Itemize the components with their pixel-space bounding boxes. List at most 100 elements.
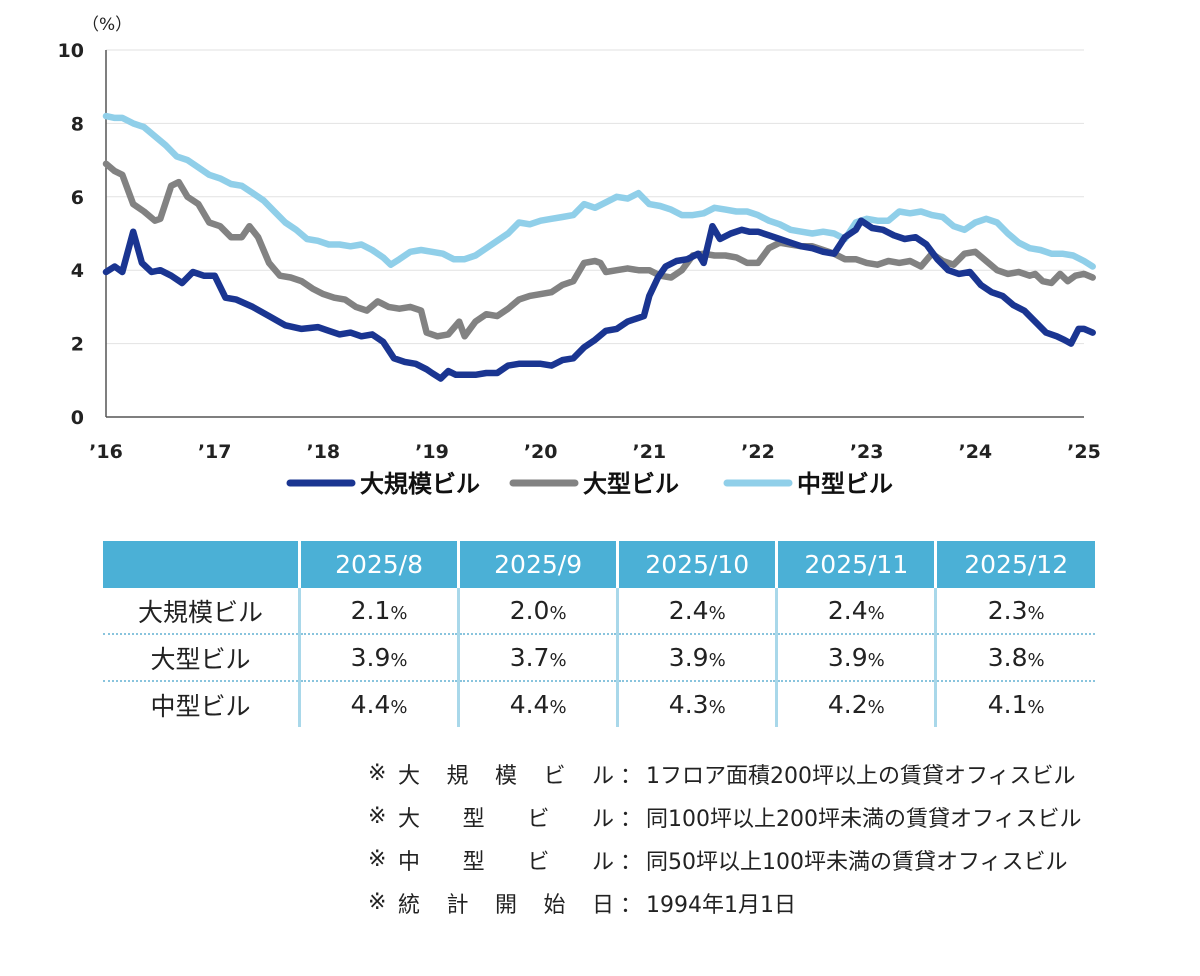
- y-tick-label-8: 8: [71, 113, 84, 135]
- table-header-month: 2025/11: [775, 541, 936, 588]
- table-cell: 4.4%: [457, 681, 618, 727]
- cell-value: 2.1: [350, 596, 391, 625]
- table-cell: 2.4%: [775, 588, 936, 635]
- footnote-row: ※ 中 型 ビ ル：同50坪以上100坪未満の賃貸オフィスビル: [368, 838, 1082, 881]
- table-cell: 2.1%: [297, 588, 459, 635]
- x-tick-label-4: ’20: [524, 441, 558, 463]
- x-tick-label-7: ’23: [850, 441, 884, 463]
- y-tick-label-10: 10: [58, 40, 84, 62]
- y-tick-label-4: 4: [71, 260, 84, 282]
- cell-value: 3.9: [350, 643, 391, 672]
- footnote-term-char: 始: [543, 892, 566, 918]
- footnote-term-char: ビ: [527, 849, 550, 875]
- cell-value: 2.4: [668, 596, 709, 625]
- table-row: 大型ビル 3.9% 3.7% 3.9% 3.9% 3.8%: [103, 634, 1095, 682]
- footnote-description: 1フロア面積200坪以上の賃貸オフィスビル: [646, 763, 1076, 789]
- table-header-month: 2025/12: [934, 541, 1095, 588]
- cell-unit: %: [549, 697, 567, 718]
- table-cell: 3.9%: [616, 634, 777, 682]
- x-tick-label-9: ’25: [1067, 441, 1101, 463]
- footnote-term-char: 模: [494, 763, 517, 789]
- cell-value: 4.3: [668, 690, 709, 719]
- table-row-label: 大規模ビル: [103, 588, 300, 635]
- y-axis-unit-label: （%）: [82, 15, 132, 35]
- footnote-description: 同100坪以上200坪未満の賃貸オフィスビル: [646, 806, 1082, 832]
- x-tick-labels: ’16 ’17 ’18 ’19 ’20 ’21 ’22 ’23 ’24 ’25: [89, 441, 1101, 463]
- table-cell: 3.7%: [457, 634, 618, 682]
- table-cell: 4.1%: [934, 681, 1095, 727]
- cell-unit: %: [867, 603, 885, 624]
- cell-value: 3.9: [827, 643, 868, 672]
- footnote-description: 同50坪以上100坪未満の賃貸オフィスビル: [646, 849, 1068, 875]
- x-tick-label-5: ’21: [632, 441, 666, 463]
- grid-lines: [106, 49, 1084, 345]
- table-cell: 3.9%: [297, 634, 459, 682]
- footnote-mark: ※: [368, 847, 387, 872]
- footnote-mark: ※: [368, 804, 387, 829]
- cell-value: 2.4: [827, 596, 868, 625]
- cell-unit: %: [867, 697, 885, 718]
- cell-unit: %: [1027, 603, 1045, 624]
- footnote-colon: ：: [620, 763, 643, 789]
- legend-label-2: 中型ビル: [797, 470, 893, 498]
- footnote-term-char: 計: [446, 892, 469, 918]
- cell-unit: %: [708, 650, 726, 671]
- cell-unit: %: [390, 603, 408, 624]
- table-cell: 4.4%: [297, 681, 459, 727]
- table-header-month: 2025/10: [616, 541, 777, 588]
- table-cell: 4.2%: [775, 681, 936, 727]
- footnote-term-char: ビ: [527, 806, 550, 832]
- footnote-description: 1994年1月1日: [646, 892, 796, 918]
- cell-value: 4.4: [350, 690, 391, 719]
- footnotes: ※ 大規模ビル： 1フロア面積200坪以上の賃貸オフィスビル ※ 大型ビル：同100坪以…: [368, 752, 1082, 924]
- cell-unit: %: [708, 603, 726, 624]
- table-header-row: 2025/8 2025/9 2025/10 2025/11 2025/12: [103, 541, 1095, 588]
- footnote-term: 大型ビル: [398, 801, 620, 833]
- cell-value: 2.0: [509, 596, 550, 625]
- footnote-term-char: 型: [462, 806, 485, 832]
- footnote-term-char: 統: [398, 892, 421, 918]
- x-tick-label-8: ’24: [958, 441, 992, 463]
- footnote-term-char: 開: [494, 892, 517, 918]
- footnote-term-char: 大: [398, 763, 421, 789]
- legend: 大規模ビル 大型ビル 中型ビル: [286, 470, 893, 498]
- footnote-mark: ※: [368, 890, 387, 915]
- series-lines: [102, 112, 1096, 382]
- cell-unit: %: [1027, 697, 1045, 718]
- footnote-term-char: ル: [591, 849, 614, 875]
- line-chart: 0 2 4 6 8 10 ’16 ’17 ’18 ’19 ’20 ’21 ’22 ’23 ’24 ’25 （…: [58, 15, 1101, 498]
- table-cell: 4.3%: [616, 681, 777, 727]
- x-tick-label-0: ’16: [89, 441, 123, 463]
- table-body: 大規模ビル 2.1% 2.0% 2.4% 2.4% 2.3% 大型ビル 3.9% 3.7% 3.9…: [103, 588, 1095, 727]
- x-tick-label-6: ’22: [741, 441, 775, 463]
- footnote-term-char: 大: [398, 806, 421, 832]
- cell-unit: %: [867, 650, 885, 671]
- table-header-month: 2025/9: [457, 541, 618, 588]
- footnote-colon: ：: [620, 849, 643, 875]
- table-cell: 3.8%: [934, 634, 1095, 682]
- legend-label-1: 大型ビル: [583, 470, 679, 498]
- series-line-2: [102, 112, 1096, 270]
- footnote-term-char: ビ: [543, 763, 566, 789]
- cell-value: 4.4: [509, 690, 550, 719]
- table-row: 大規模ビル 2.1% 2.0% 2.4% 2.4% 2.3%: [103, 588, 1095, 635]
- footnote-term-char: ル: [591, 806, 614, 832]
- footnote-term: 大規模ビル: [398, 758, 620, 790]
- footnote-term: 中型ビル: [398, 844, 620, 876]
- footnote-colon: ：: [620, 892, 643, 918]
- cell-unit: %: [390, 650, 408, 671]
- y-tick-labels: 0 2 4 6 8 10: [58, 40, 84, 429]
- footnote-row: ※ 大規模ビル： 1フロア面積200坪以上の賃貸オフィスビル: [368, 752, 1082, 795]
- footnote-term-char: 日: [591, 892, 614, 918]
- footnote-colon: ：: [620, 806, 643, 832]
- footnote-row: ※ 大 型 ビ ル：同100坪以上200坪未満の賃貸オフィスビル: [368, 795, 1082, 838]
- table-cell: 2.0%: [457, 588, 618, 635]
- table-row: 中型ビル 4.4% 4.4% 4.3% 4.2% 4.1%: [103, 681, 1095, 727]
- cell-value: 3.7: [509, 643, 550, 672]
- cell-value: 3.8: [987, 643, 1028, 672]
- cell-unit: %: [549, 650, 567, 671]
- x-tick-label-3: ’19: [415, 441, 449, 463]
- footnote-term: 統計開始日: [398, 887, 620, 919]
- table-header-corner: [103, 541, 300, 588]
- cell-unit: %: [390, 697, 408, 718]
